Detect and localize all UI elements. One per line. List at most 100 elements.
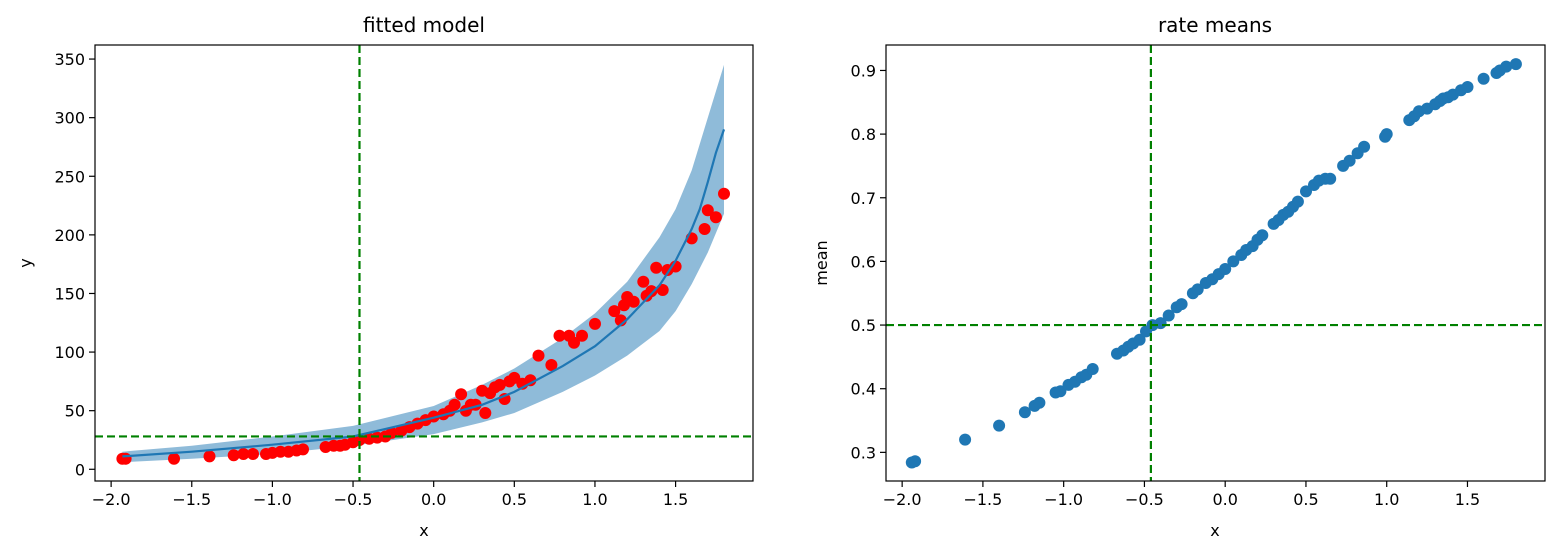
fitted-model-y-label: y bbox=[16, 258, 35, 267]
rate-mean-point bbox=[1191, 283, 1204, 296]
rate-mean-point bbox=[1162, 309, 1175, 322]
observed-point bbox=[627, 295, 640, 308]
y-tick-label: 150 bbox=[54, 284, 85, 303]
y-tick-label: 350 bbox=[54, 50, 85, 69]
y-tick-label: 0.8 bbox=[851, 125, 876, 144]
observed-point bbox=[448, 398, 461, 411]
observed-point bbox=[718, 187, 730, 200]
x-tick-label: 0.0 bbox=[421, 490, 446, 509]
y-tick-label: 200 bbox=[54, 226, 85, 245]
observed-point bbox=[227, 449, 240, 462]
rate-mean-point bbox=[1380, 128, 1393, 141]
rate-means-y-label: mean bbox=[812, 240, 831, 285]
x-tick-label: −0.5 bbox=[334, 490, 373, 509]
uncertainty-band bbox=[122, 64, 724, 463]
rate-mean-point bbox=[1300, 185, 1312, 198]
y-tick-label: 300 bbox=[54, 109, 85, 128]
rate-mean-point bbox=[1291, 195, 1304, 208]
x-tick-label: 0.0 bbox=[1212, 490, 1237, 509]
rate-means-y-ticks: 0.3 0.4 0.5 0.6 0.7 0.8 0.9 bbox=[851, 61, 886, 462]
y-tick-label: 100 bbox=[54, 343, 85, 362]
rate-means-x-label: x bbox=[1210, 521, 1219, 540]
x-tick-label: 0.5 bbox=[502, 490, 527, 509]
rate-mean-point bbox=[1324, 172, 1337, 185]
rate-mean-point bbox=[1500, 60, 1513, 73]
observed-point bbox=[656, 284, 669, 296]
observed-point bbox=[608, 305, 621, 318]
observed-point bbox=[568, 336, 580, 349]
observed-point bbox=[479, 407, 492, 419]
x-tick-label: 1.0 bbox=[582, 490, 607, 509]
rate-mean-point bbox=[1086, 363, 1099, 375]
fitted-model-y-ticks: 0 50 100 150 200 250 300 350 bbox=[54, 50, 95, 479]
x-tick-label: −1.5 bbox=[963, 490, 1002, 509]
x-tick-label: 1.0 bbox=[1374, 490, 1399, 509]
observed-point bbox=[119, 452, 132, 465]
observed-point bbox=[576, 329, 588, 342]
fitted-model-panel: −2.0 −1.5 −1.0 −0.5 0.0 0.5 1.0 1.5 0 50 100 150 20… bbox=[16, 13, 754, 540]
rate-mean-point bbox=[1133, 333, 1146, 346]
rate-mean-point bbox=[1461, 81, 1474, 93]
y-tick-label: 50 bbox=[65, 402, 85, 421]
rate-means-plot-area bbox=[886, 45, 1545, 481]
observed-point bbox=[297, 443, 309, 456]
fitted-model-x-label: x bbox=[419, 521, 428, 540]
fitted-model-axes-frame bbox=[94, 44, 754, 482]
x-tick-label: 0.5 bbox=[1293, 490, 1318, 509]
x-tick-label: −2.0 bbox=[92, 490, 131, 509]
rate-mean-point bbox=[1343, 154, 1356, 167]
observed-point bbox=[709, 211, 722, 224]
rate-means-panel: −2.0 −1.5 −1.0 −0.5 0.0 0.5 1.0 1.5 0.30.40.50.… bbox=[812, 13, 1546, 540]
rate-mean-point bbox=[1033, 396, 1046, 409]
rate-means-axes-frame bbox=[885, 44, 1546, 482]
y-tick-label: 0.5 bbox=[851, 316, 876, 335]
rate-mean-point bbox=[1227, 255, 1240, 268]
observed-point bbox=[203, 450, 216, 463]
observed-point bbox=[237, 448, 250, 460]
x-tick-label: −0.5 bbox=[1125, 490, 1164, 509]
rate-mean-point bbox=[1175, 298, 1188, 311]
observed-point bbox=[532, 349, 545, 362]
x-tick-label: 1.5 bbox=[1455, 490, 1480, 509]
rate-mean-point bbox=[909, 455, 922, 468]
observed-point bbox=[553, 329, 566, 342]
y-tick-label: 250 bbox=[54, 167, 85, 186]
y-tick-label: 0.7 bbox=[851, 189, 876, 208]
observed-point bbox=[545, 359, 558, 371]
rate-mean-point bbox=[1054, 385, 1067, 398]
rate-mean-point bbox=[1018, 406, 1031, 419]
y-tick-label: 0.3 bbox=[851, 443, 876, 462]
x-tick-label: 1.5 bbox=[663, 490, 688, 509]
x-tick-label: −1.0 bbox=[253, 490, 292, 509]
y-tick-label: 0.6 bbox=[851, 252, 876, 271]
rate-mean-point bbox=[1256, 229, 1269, 242]
observed-point bbox=[493, 378, 506, 391]
observed-point bbox=[247, 448, 259, 460]
rate-means-x-ticks: −2.0 −1.5 −1.0 −0.5 0.0 0.5 1.0 1.5 bbox=[883, 481, 1480, 509]
fitted-model-plot-area bbox=[95, 45, 753, 481]
x-tick-label: −1.5 bbox=[172, 490, 211, 509]
observed-point bbox=[455, 388, 468, 401]
y-tick-label: 0.4 bbox=[851, 380, 876, 399]
mean-line bbox=[122, 129, 726, 458]
rate-means-title: rate means bbox=[1158, 13, 1272, 37]
y-tick-label: 0 bbox=[75, 460, 85, 479]
rate-mean-point bbox=[1358, 140, 1371, 153]
fitted-model-x-ticks: −2.0 −1.5 −1.0 −0.5 0.0 0.5 1.0 1.5 bbox=[92, 481, 688, 509]
observed-point bbox=[650, 261, 663, 274]
observed-point bbox=[589, 317, 601, 330]
observed-point bbox=[698, 223, 711, 235]
observed-point bbox=[524, 374, 537, 387]
x-tick-label: −1.0 bbox=[1044, 490, 1083, 509]
fitted-model-title: fitted model bbox=[363, 13, 485, 37]
rate-mean-point bbox=[959, 433, 972, 446]
observed-point bbox=[701, 204, 714, 217]
rate-mean-point bbox=[1509, 58, 1522, 71]
rate-mean-point bbox=[993, 419, 1006, 432]
rate-mean-point bbox=[1477, 72, 1490, 85]
observed-point bbox=[645, 285, 658, 298]
rate-mean-point bbox=[1219, 263, 1232, 275]
y-tick-label: 0.9 bbox=[851, 61, 876, 80]
observed-point bbox=[168, 452, 180, 465]
